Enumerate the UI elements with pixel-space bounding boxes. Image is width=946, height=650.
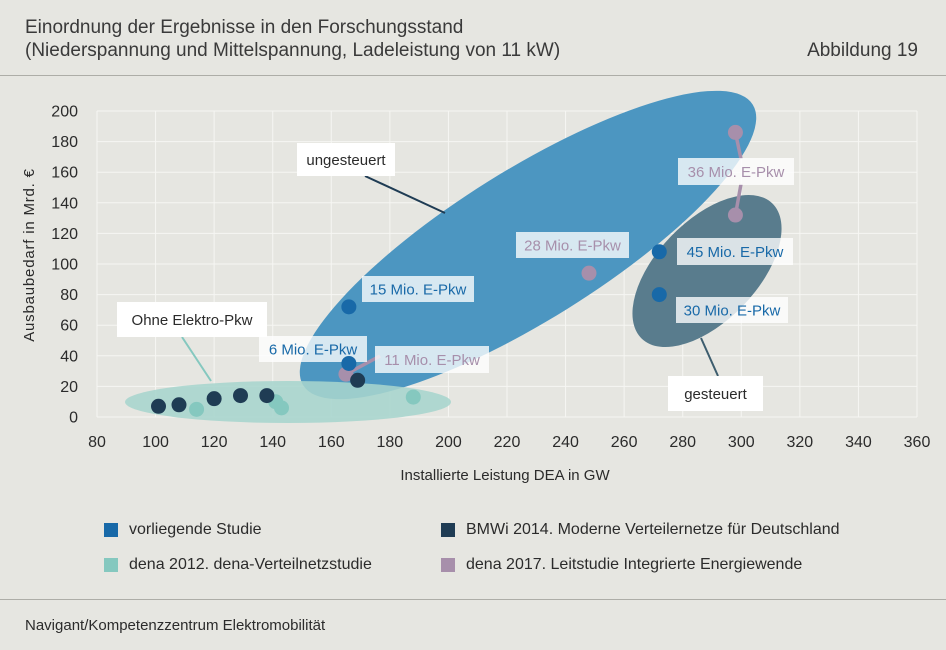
annotation-box	[676, 297, 788, 323]
source-note: Navigant/Kompetenzzentrum Elektromobilit…	[25, 617, 326, 634]
chart-title-line: Einordnung der Ergebnisse in den Forschu…	[25, 17, 464, 38]
footer-divider	[0, 599, 946, 600]
y-tick-label: 0	[69, 410, 78, 427]
data-point-bmwi-2014-moderne	[233, 388, 248, 404]
x-tick-label: 340	[845, 434, 872, 451]
chart-title: Einordnung der Ergebnisse in den Forschu…	[25, 16, 560, 62]
data-point-bmwi-2014-moderne	[350, 372, 366, 388]
legend-item: BMWi 2014. Moderne Verteilernetze für De…	[441, 522, 840, 538]
region-label: Ohne Elektro-Pkw	[132, 312, 253, 329]
y-tick-label: 140	[51, 195, 78, 212]
legend-swatch	[441, 523, 455, 537]
data-point-bmwi-2014-moderne	[259, 388, 275, 404]
x-tick-label: 120	[201, 434, 228, 451]
x-tick-label: 220	[494, 434, 521, 451]
y-tick-label: 20	[60, 379, 78, 396]
x-tick-label: 260	[611, 434, 638, 451]
data-point-vorliegende-studie	[651, 287, 667, 303]
legend-label: vorliegende Studie	[129, 521, 262, 538]
legend-swatch	[104, 558, 118, 572]
y-tick-label: 40	[60, 348, 78, 365]
annotation-label: 11 Mio. E-Pkw	[384, 352, 480, 369]
x-axis-label: Installierte Leistung DEA in GW	[400, 467, 610, 484]
data-point-vorliegende-studie	[651, 244, 667, 260]
region-label-box	[297, 143, 395, 176]
data-point-vorliegende-studie	[341, 299, 357, 315]
region-leader-line	[700, 337, 719, 377]
y-axis-label: Ausbaubedarf in Mrd. €	[21, 168, 38, 342]
legend-item: dena 2017. Leitstudie Integrierte Energi…	[441, 557, 802, 573]
y-tick-label: 180	[51, 134, 78, 151]
y-tick-label: 160	[51, 165, 78, 182]
y-tick-label: 100	[51, 257, 78, 274]
data-points	[151, 124, 743, 417]
annotation-label: 28 Mio. E-Pkw	[524, 237, 621, 254]
data-point-dena-2017-leitstudie	[581, 265, 597, 281]
region-label: gesteuert	[684, 386, 747, 403]
data-point-bmwi-2014-moderne	[171, 397, 187, 413]
label-boxes: ungesteuert gesteuert Ohne Elektro-Pkw 15 M…	[117, 143, 794, 411]
data-point-dena-2017-leitstudie	[727, 207, 743, 223]
data-point-dena-2012-dena	[405, 389, 421, 405]
region-label: ungesteuert	[306, 152, 386, 169]
x-tick-label: 320	[787, 434, 814, 451]
legend-label: BMWi 2014. Moderne Verteilernetze für De…	[466, 521, 840, 538]
x-tick-label: 300	[728, 434, 755, 451]
annotation-box	[516, 232, 629, 258]
legend-item: dena 2012. dena-Verteilnetzstudie	[104, 557, 372, 573]
annotation-label: 15 Mio. E-Pkw	[370, 281, 467, 298]
legend-swatch	[441, 558, 455, 572]
region-gesteuert	[632, 194, 782, 348]
header-divider	[0, 75, 946, 76]
legend-item: vorliegende Studie	[104, 522, 262, 538]
annotation-box	[677, 238, 793, 265]
legend-label: dena 2012. dena-Verteilnetzstudie	[129, 556, 372, 573]
figure-number: Abbildung 19	[807, 40, 918, 61]
region-label-box	[668, 376, 763, 411]
x-tick-label: 280	[669, 434, 696, 451]
legend-label: dena 2017. Leitstudie Integrierte Energi…	[466, 556, 803, 573]
x-tick-label: 160	[318, 434, 345, 451]
scatter-chart: ungesteuert gesteuert Ohne Elektro-Pkw 15 M…	[21, 90, 930, 484]
y-tick-label: 60	[60, 318, 78, 335]
x-tick-label: 200	[435, 434, 462, 451]
data-point-dena-2012-dena	[274, 400, 289, 416]
annotation-label: 6 Mio. E-Pkw	[269, 341, 358, 358]
region-label-box	[117, 302, 267, 337]
x-tick-label: 80	[88, 434, 106, 451]
annotation-label: 45 Mio. E-Pkw	[687, 244, 784, 261]
x-tick-label: 140	[259, 434, 286, 451]
y-tick-label: 80	[60, 287, 78, 304]
annotation-box	[678, 158, 794, 185]
x-tick-label: 240	[552, 434, 579, 451]
data-point-dena-2017-leitstudie	[727, 124, 743, 140]
legend-swatch	[104, 523, 118, 537]
region-leader-line	[364, 175, 446, 214]
x-tick-label: 100	[142, 434, 169, 451]
data-point-dena-2012-dena	[189, 401, 205, 417]
annotation-box	[362, 276, 474, 302]
x-tick-label: 180	[377, 434, 404, 451]
annotation-label: 36 Mio. E-Pkw	[688, 164, 785, 181]
y-tick-label: 120	[51, 226, 78, 243]
chart-subtitle: (Niederspannung und Mittelspannung, Lade…	[25, 40, 561, 61]
x-tick-label: 360	[904, 434, 931, 451]
annotation-label: 30 Mio. E-Pkw	[684, 302, 781, 319]
data-point-bmwi-2014-moderne	[151, 398, 166, 414]
y-tick-label: 200	[51, 104, 78, 121]
data-point-bmwi-2014-moderne	[206, 391, 222, 407]
annotation-box	[375, 346, 489, 373]
region-ohne-elektro-pkw	[125, 381, 451, 423]
region-leader-line	[181, 336, 212, 382]
data-point-vorliegende-studie	[341, 355, 357, 371]
tick-labels: 0 20 40 60 80 100 120 140 160 180 200 80 100 120 140 16…	[51, 104, 930, 452]
